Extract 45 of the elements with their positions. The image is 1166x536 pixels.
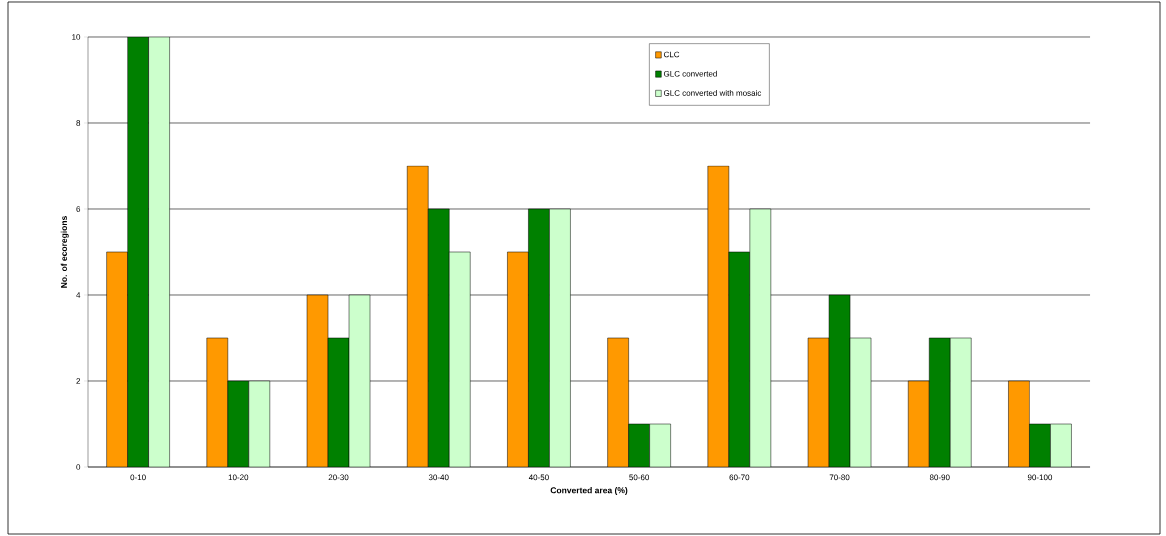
y-tick-label: 2 [76, 378, 81, 384]
x-axis-title: Converted area (%) [550, 487, 628, 495]
bar [148, 37, 170, 467]
legend-label: GLC converted with mosaic [663, 90, 762, 96]
x-tick-label: 60-70 [729, 474, 750, 481]
legend-label: CLC [663, 51, 680, 58]
bar [929, 337, 951, 467]
x-tick-label: 20-30 [328, 474, 349, 481]
x-tick-label: 10-20 [228, 474, 249, 481]
bar [649, 423, 671, 467]
bar [1050, 423, 1072, 467]
x-tick-label: 0-10 [130, 474, 146, 481]
y-tick-label: 0 [76, 464, 81, 470]
bar [427, 208, 450, 467]
bar [950, 337, 972, 467]
x-tick-label: 50-60 [629, 474, 650, 481]
legend-label: GLC converted [663, 70, 717, 77]
bar [749, 208, 772, 467]
x-tick-label: 80-90 [929, 474, 950, 481]
bar [507, 251, 529, 467]
bar [448, 251, 471, 467]
bar [528, 208, 550, 467]
x-tick-label: 90-100 [1027, 474, 1053, 481]
bar [607, 337, 629, 467]
y-tick-label: 10 [72, 34, 81, 40]
x-tick-label: 70-80 [829, 474, 850, 481]
bar [549, 208, 571, 467]
bar [1008, 380, 1030, 467]
bar [707, 165, 730, 467]
bar [728, 251, 751, 467]
bar [1029, 423, 1051, 467]
bar [406, 165, 429, 467]
bar [106, 251, 128, 467]
bar [248, 380, 271, 467]
bar [908, 380, 930, 467]
bar [127, 37, 149, 467]
bar [628, 423, 650, 467]
x-tick-label: 40-50 [528, 474, 549, 481]
x-tick-label: 30-40 [428, 474, 449, 481]
bar [227, 380, 250, 467]
y-tick-label: 4 [76, 292, 81, 298]
y-tick-label: 8 [76, 120, 81, 126]
bar [206, 337, 229, 467]
y-tick-label: 6 [76, 206, 81, 212]
y-axis-title: No. of ecoregions [60, 216, 69, 288]
